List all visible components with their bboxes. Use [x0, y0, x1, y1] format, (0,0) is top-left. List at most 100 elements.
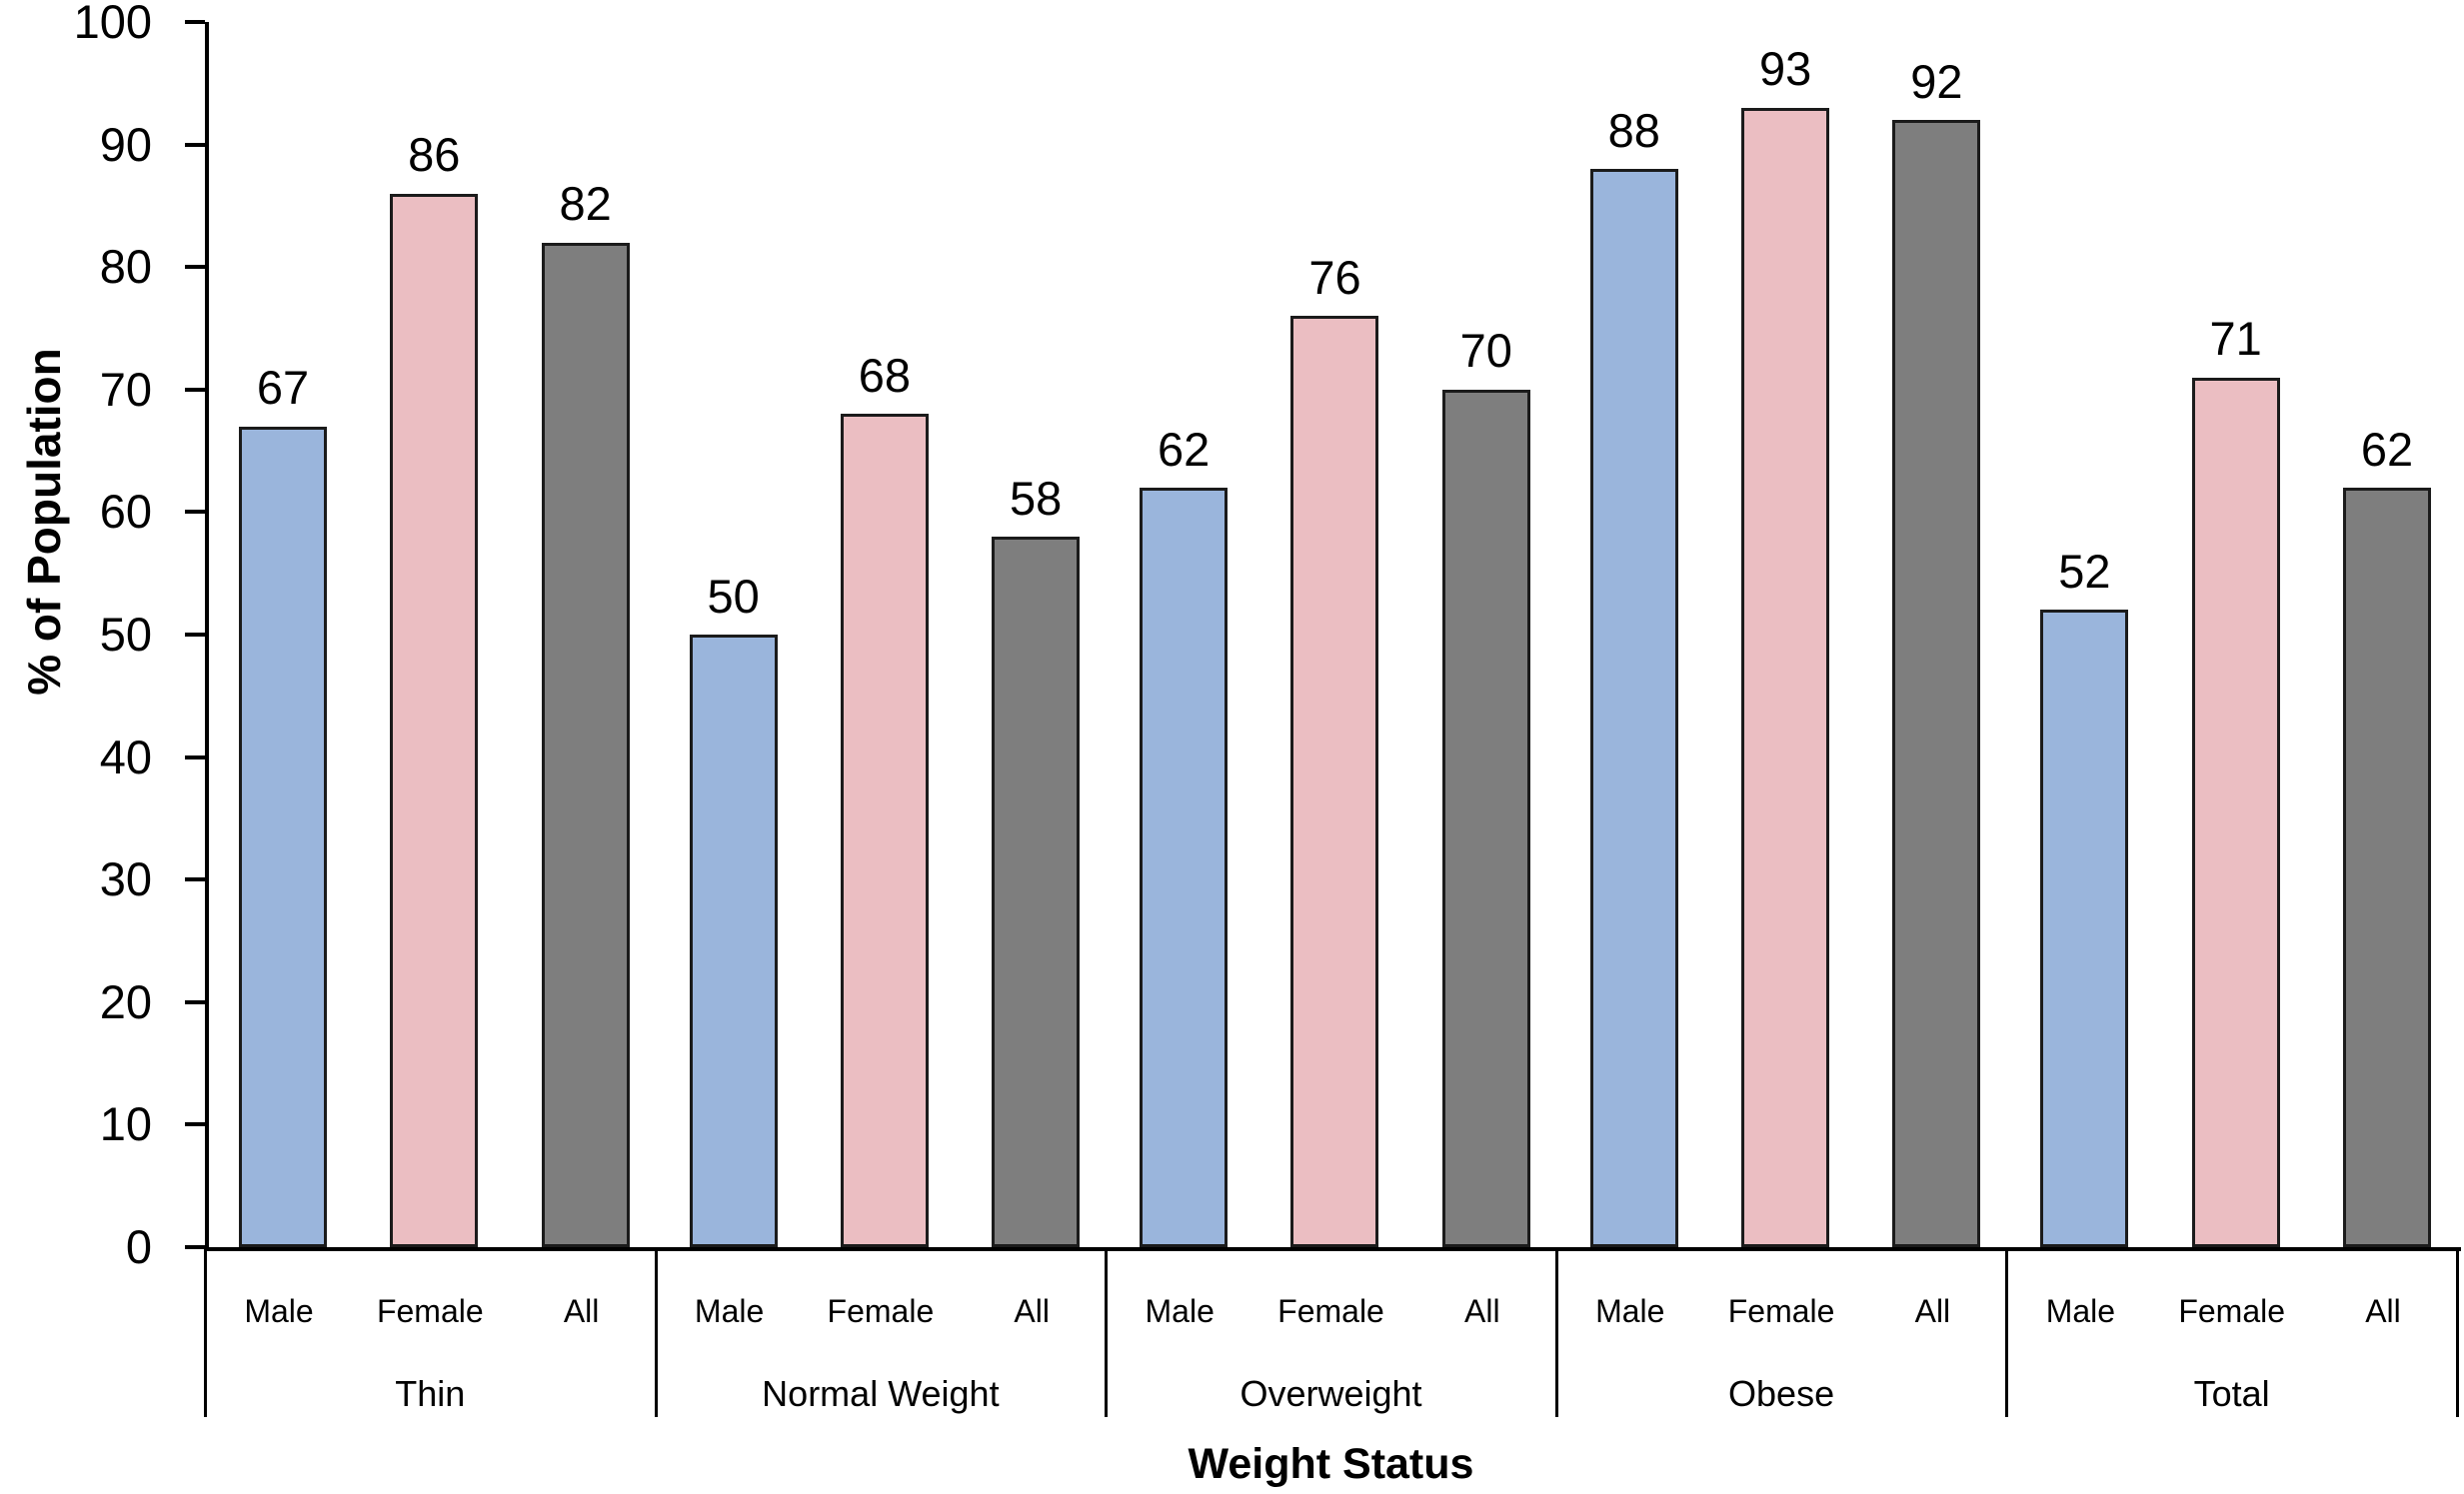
- series-label: Female: [1277, 1293, 1384, 1329]
- y-tick-label: 50: [99, 608, 152, 661]
- y-tick-label: 100: [73, 0, 152, 48]
- bar: [1140, 487, 1229, 1247]
- bar: [689, 635, 778, 1247]
- bar-value-label: 68: [858, 348, 912, 402]
- x-axis-title: Weight Status: [1188, 1440, 1474, 1488]
- bar: [1892, 120, 1981, 1247]
- series-label: All: [1914, 1293, 1951, 1329]
- y-tick-mark: [185, 754, 205, 759]
- series-label: Male: [244, 1293, 314, 1329]
- category-label: Obese: [1728, 1373, 1835, 1414]
- y-tick-label: 30: [99, 852, 152, 906]
- series-label: Female: [376, 1293, 484, 1329]
- bar: [992, 536, 1081, 1247]
- series-label-cell: Male Female All: [1556, 1289, 2007, 1333]
- y-tick-mark: [185, 265, 205, 270]
- series-label: Female: [1727, 1293, 1835, 1329]
- bar-unit: 82: [541, 177, 630, 1247]
- category-label: Normal Weight: [762, 1373, 1000, 1414]
- bar-unit: 86: [390, 128, 479, 1247]
- y-tick-mark: [185, 510, 205, 515]
- bar-value-label: 50: [707, 569, 760, 623]
- bar-group: 62 76 70: [1110, 22, 1560, 1247]
- bar-value-label: 88: [1607, 103, 1660, 157]
- bar: [1441, 389, 1530, 1247]
- series-label-cell: Male Female All: [205, 1289, 656, 1333]
- bar: [2191, 377, 2280, 1247]
- bar-unit: 88: [1589, 103, 1678, 1247]
- bar-unit: 52: [2040, 545, 2129, 1247]
- bar-group: 67 86 82: [209, 22, 660, 1247]
- y-tick-mark: [185, 877, 205, 882]
- x-axis-series-labels: Male Female All Male Female All Male Female All M…: [205, 1289, 2457, 1333]
- series-label: All: [563, 1293, 600, 1329]
- category-label: Total: [2193, 1373, 2270, 1414]
- series-label-cell: Male Female All: [2006, 1289, 2457, 1333]
- bar-group: 50 68 58: [660, 22, 1111, 1247]
- series-label: Male: [2045, 1293, 2116, 1329]
- bar: [1741, 107, 1830, 1247]
- bar-unit: 67: [239, 363, 327, 1247]
- separator-line: [204, 1247, 207, 1417]
- bar-unit: 76: [1290, 250, 1379, 1247]
- series-label: Female: [827, 1293, 935, 1329]
- separator-line: [2005, 1247, 2009, 1417]
- bar-value-label: 67: [256, 361, 310, 415]
- bar-unit: 68: [840, 348, 929, 1247]
- series-label-cell: Male Female All: [1106, 1289, 1556, 1333]
- bar-unit: 50: [689, 569, 778, 1247]
- separator-line: [1105, 1247, 1109, 1417]
- series-label: All: [1014, 1293, 1050, 1329]
- bar: [541, 242, 630, 1247]
- bar-value-label: 58: [1010, 471, 1063, 525]
- y-tick-label: 10: [99, 1097, 152, 1151]
- bar-group: 88 93 92: [1560, 22, 2011, 1247]
- bar-value-label: 92: [1910, 54, 1963, 108]
- y-tick-mark: [185, 142, 205, 147]
- bar-unit: 62: [2342, 422, 2431, 1247]
- bar-unit: 93: [1741, 42, 1830, 1247]
- bar-value-label: 86: [408, 128, 461, 182]
- y-tick-mark: [185, 20, 205, 24]
- series-label: All: [2365, 1293, 2401, 1329]
- y-tick-mark: [185, 633, 205, 637]
- y-tick-label: 60: [99, 485, 152, 539]
- y-tick-label: 90: [99, 117, 152, 171]
- bar-value-label: 62: [1158, 422, 1211, 476]
- plot-area: 67 86 82 50 68 58 62 76 70 88 93 92 52 71 62: [205, 22, 2461, 1251]
- separator-line: [654, 1247, 658, 1417]
- y-tick-mark: [185, 1245, 205, 1249]
- bar-unit: 62: [1140, 422, 1229, 1247]
- bar: [1589, 169, 1678, 1247]
- bar: [2040, 610, 2129, 1247]
- bar-value-label: 70: [1459, 324, 1512, 378]
- series-label: Male: [1145, 1293, 1215, 1329]
- bar-value-label: 82: [559, 177, 612, 231]
- bar-value-label: 62: [2360, 422, 2414, 476]
- bar-unit: 71: [2191, 312, 2280, 1247]
- y-tick-mark: [185, 999, 205, 1004]
- y-tick-mark: [185, 387, 205, 392]
- bar: [239, 426, 327, 1247]
- y-tick-label: 80: [99, 240, 152, 294]
- bar: [2342, 487, 2431, 1247]
- category-label: Overweight: [1239, 1373, 1422, 1414]
- y-tick-label: 20: [99, 974, 152, 1028]
- bar-value-label: 93: [1758, 42, 1812, 96]
- bar-group: 52 71 62: [2010, 22, 2461, 1247]
- bar: [390, 193, 479, 1247]
- bar-unit: 70: [1441, 324, 1530, 1247]
- separator-line: [2456, 1247, 2459, 1417]
- bar-unit: 92: [1892, 54, 1981, 1247]
- bar-unit: 58: [992, 471, 1081, 1247]
- series-label: Female: [2178, 1293, 2286, 1329]
- bar-value-label: 52: [2058, 545, 2111, 599]
- bar: [840, 414, 929, 1247]
- x-axis-category-labels: Thin Normal Weight Overweight Obese Total: [205, 1371, 2457, 1417]
- bar-value-label: 71: [2209, 312, 2262, 366]
- y-tick-mark: [185, 1122, 205, 1127]
- series-label: Male: [1595, 1293, 1665, 1329]
- bar-value-label: 76: [1308, 250, 1361, 304]
- y-tick-label: 70: [99, 362, 152, 416]
